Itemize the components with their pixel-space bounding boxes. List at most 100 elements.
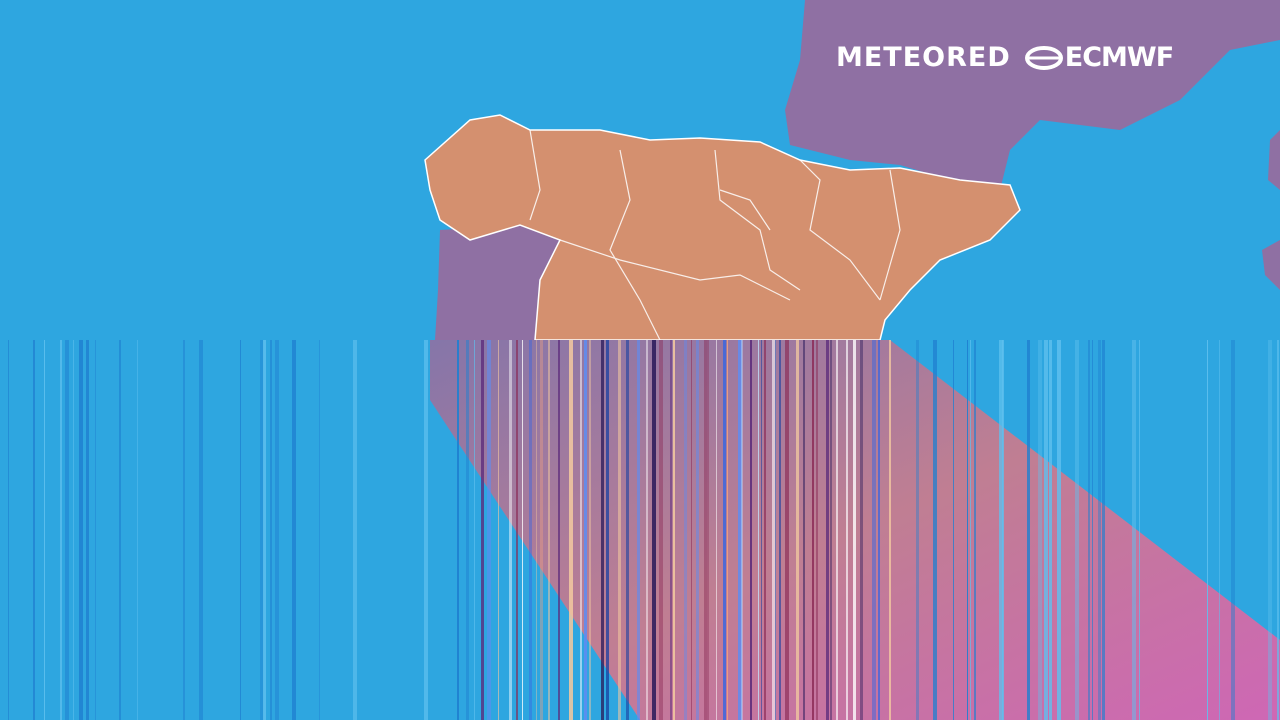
glitch-stripe bbox=[263, 340, 266, 720]
glitch-stripe bbox=[967, 340, 968, 720]
glitch-stripe bbox=[860, 340, 863, 720]
glitch-stripe bbox=[1207, 340, 1208, 720]
glitch-stripe bbox=[558, 340, 560, 720]
glitch-stripe bbox=[119, 340, 121, 720]
glitch-stripe bbox=[970, 340, 971, 720]
glitch-stripe bbox=[548, 340, 550, 720]
glitch-stripe bbox=[44, 340, 45, 720]
glitch-stripe bbox=[260, 340, 264, 720]
glitch-stripe bbox=[670, 340, 672, 720]
glitch-stripe bbox=[738, 340, 742, 720]
glitch-stripe bbox=[1027, 340, 1030, 720]
glitch-stripe bbox=[487, 340, 491, 720]
glitch-stripe bbox=[953, 340, 954, 720]
glitch-stripe bbox=[974, 340, 976, 720]
glitch-stripe bbox=[696, 340, 699, 720]
glitch-stripe bbox=[659, 340, 663, 720]
ecmwf-logo: ECMWF bbox=[1024, 42, 1174, 73]
glitch-stripe bbox=[889, 340, 891, 720]
glitch-stripe bbox=[95, 340, 96, 720]
glitch-stripe bbox=[270, 340, 272, 720]
glitch-stripe bbox=[775, 340, 776, 720]
glitch-stripe bbox=[916, 340, 919, 720]
glitch-stripe bbox=[457, 340, 459, 720]
glitch-stripe bbox=[275, 340, 279, 720]
glitch-stripe bbox=[803, 340, 805, 720]
glitch-stripe bbox=[522, 340, 523, 720]
glitch-stripe bbox=[704, 340, 707, 720]
region-borders bbox=[529, 129, 901, 341]
glitch-stripe bbox=[878, 340, 880, 720]
glitch-stripe bbox=[516, 340, 518, 720]
glitch-stripe bbox=[785, 340, 789, 720]
glitch-stripe bbox=[816, 340, 818, 720]
glitch-stripe bbox=[33, 340, 35, 720]
glitch-stripe bbox=[1088, 340, 1090, 720]
glitch-stripe bbox=[652, 340, 656, 720]
glitch-stripe bbox=[60, 340, 62, 720]
glitch-stripe bbox=[353, 340, 357, 720]
glitch-stripe bbox=[536, 340, 537, 720]
glitch-stripe bbox=[240, 340, 241, 720]
glitch-stripe bbox=[292, 340, 296, 720]
spain-region bbox=[424, 114, 1021, 341]
glitch-stripe bbox=[684, 340, 687, 720]
meteored-logo: METEORED bbox=[836, 42, 1011, 73]
glitch-stripe bbox=[727, 340, 728, 720]
glitch-stripe bbox=[589, 340, 591, 720]
ecmwf-symbol-icon bbox=[1024, 45, 1063, 70]
glitch-stripe bbox=[183, 340, 185, 720]
france-land bbox=[785, 0, 1280, 190]
glitch-stripe bbox=[1092, 340, 1093, 720]
glitch-stripe bbox=[1075, 340, 1079, 720]
glitch-stripe bbox=[707, 340, 709, 720]
glitch-stripe bbox=[498, 340, 499, 720]
glitch-stripe bbox=[723, 340, 726, 720]
glitch-stripe bbox=[1231, 340, 1235, 720]
glitch-stripe bbox=[1098, 340, 1101, 720]
glitch-stripe bbox=[764, 340, 766, 720]
glitch-stripe bbox=[933, 340, 937, 720]
glitch-stripe bbox=[86, 340, 89, 720]
glitch-stripe bbox=[474, 340, 475, 720]
glitch-stripe bbox=[758, 340, 759, 720]
glitch-stripe bbox=[1219, 340, 1220, 720]
glitch-stripe bbox=[1002, 340, 1004, 720]
glitch-stripe bbox=[673, 340, 675, 720]
glitch-stripe bbox=[1038, 340, 1042, 720]
glitch-stripe bbox=[830, 340, 832, 720]
glitch-stripe bbox=[1057, 340, 1061, 720]
glitch-stripe bbox=[999, 340, 1003, 720]
glitch-stripe bbox=[872, 340, 876, 720]
glitch-stripe bbox=[1132, 340, 1136, 720]
glitch-stripe bbox=[569, 340, 573, 720]
glitch-stripe bbox=[8, 340, 9, 720]
glitch-stripe bbox=[691, 340, 692, 720]
glitch-stripe bbox=[779, 340, 781, 720]
glitch-stripe bbox=[1268, 340, 1272, 720]
glitch-stripe bbox=[606, 340, 609, 720]
glitch-stripe bbox=[1139, 340, 1140, 720]
glitch-stripe bbox=[65, 340, 69, 720]
glitch-stripe bbox=[137, 340, 138, 720]
glitch-stripes bbox=[0, 340, 1280, 720]
glitch-stripe bbox=[761, 340, 762, 720]
glitch-stripe bbox=[618, 340, 621, 720]
portugal-land bbox=[435, 225, 560, 340]
glitch-stripe bbox=[1102, 340, 1105, 720]
ecmwf-text: ECMWF bbox=[1064, 42, 1174, 73]
glitch-stripe bbox=[796, 340, 799, 720]
glitch-stripe bbox=[79, 340, 83, 720]
glitch-stripe bbox=[580, 340, 582, 720]
glitch-stripe bbox=[481, 340, 484, 720]
glitch-stripe bbox=[741, 340, 743, 720]
glitch-stripe bbox=[716, 340, 717, 720]
glitch-stripe bbox=[812, 340, 814, 720]
logo-bar: METEORED ECMWF bbox=[836, 42, 1174, 73]
glitch-stripe bbox=[584, 340, 587, 720]
glitch-stripe bbox=[540, 340, 543, 720]
glitch-stripe bbox=[1277, 340, 1279, 720]
glitch-stripe bbox=[750, 340, 752, 720]
glitch-stripe bbox=[637, 340, 640, 720]
glitch-stripe bbox=[319, 340, 320, 720]
